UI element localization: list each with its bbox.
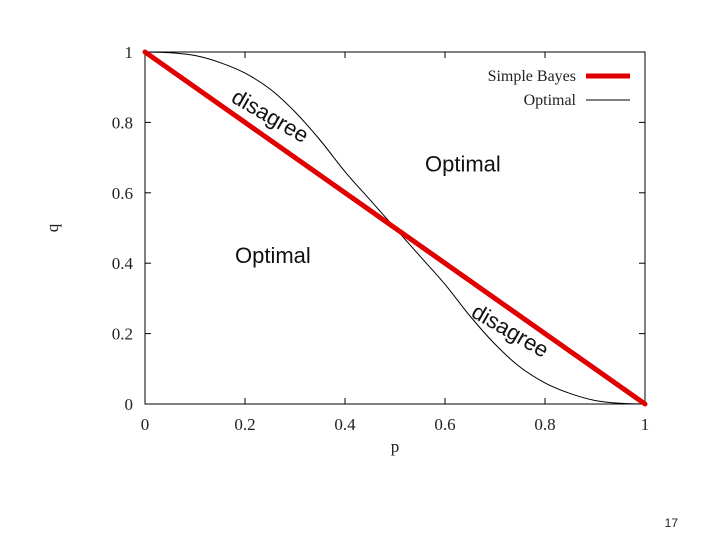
series-layer	[142, 49, 648, 407]
x-axis-label: p	[391, 437, 400, 456]
y-tick-label: 0.2	[112, 325, 133, 344]
y-tick-label: 1	[125, 43, 134, 62]
x-tick-label: 0.8	[534, 415, 555, 434]
series-line-simple-bayes	[142, 49, 648, 407]
y-tick-label: 0	[125, 395, 134, 414]
region-annotation: Optimal	[235, 243, 311, 268]
legend-label: Simple Bayes	[488, 68, 576, 85]
region-annotation: Optimal	[425, 152, 501, 177]
legend-label: Optimal	[524, 92, 577, 109]
x-tick-label: 0.2	[234, 415, 255, 434]
legend: Simple Bayes Optimal	[488, 68, 630, 109]
y-axis-label: q	[43, 223, 62, 232]
x-tick-label: 0.6	[434, 415, 455, 434]
y-tick-label: 0.4	[112, 254, 134, 273]
x-tick-label: 0.4	[334, 415, 356, 434]
x-tick-label: 0	[141, 415, 150, 434]
axis-ticks: 0 0.2 0.4 0.6 0.8 1 0 0.2 0.4 0.6 0.8 1	[112, 43, 650, 434]
y-tick-label: 0.6	[112, 184, 133, 203]
page-number: 17	[664, 516, 678, 530]
x-tick-label: 1	[641, 415, 650, 434]
y-tick-label: 0.8	[112, 113, 133, 132]
plot-frame	[144, 51, 646, 405]
